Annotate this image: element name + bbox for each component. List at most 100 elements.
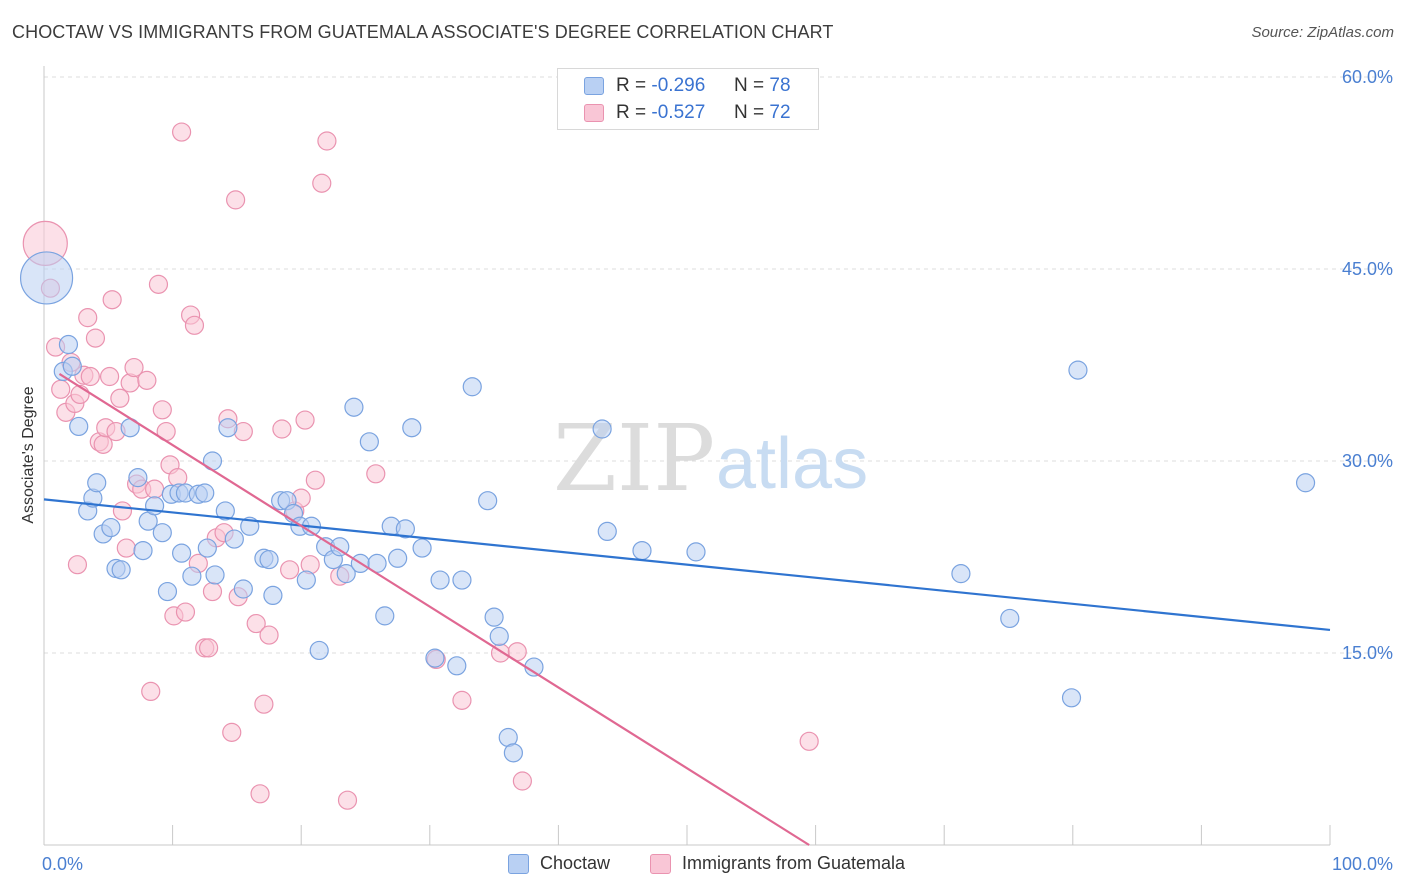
point-guatemala bbox=[512, 771, 532, 791]
point-choctaw bbox=[172, 543, 192, 563]
point-choctaw bbox=[1000, 608, 1020, 629]
bottom-label-choctaw: Choctaw bbox=[540, 853, 611, 873]
point-choctaw bbox=[484, 607, 504, 627]
point-guatemala bbox=[116, 538, 136, 558]
point-choctaw bbox=[218, 418, 238, 438]
point-guatemala bbox=[272, 419, 292, 439]
point-choctaw bbox=[195, 483, 215, 503]
point-choctaw bbox=[503, 743, 523, 763]
x-tick-label: 100.0% bbox=[1332, 854, 1393, 874]
point-choctaw bbox=[233, 579, 253, 599]
point-choctaw bbox=[19, 251, 74, 305]
legend-swatch-guatemala bbox=[584, 104, 604, 122]
legend-n-value: 78 bbox=[769, 75, 791, 96]
source-note: Source: ZipAtlas.com bbox=[1251, 24, 1394, 41]
legend-r-value: -0.527 bbox=[651, 102, 706, 123]
point-guatemala bbox=[254, 694, 274, 714]
point-choctaw bbox=[296, 570, 316, 590]
point-guatemala bbox=[337, 790, 358, 810]
point-choctaw bbox=[69, 416, 89, 437]
point-guatemala bbox=[102, 290, 122, 310]
point-guatemala bbox=[137, 370, 157, 390]
legend-n-value: 72 bbox=[769, 102, 791, 123]
bottom-label-guatemala: Immigrants from Guatemala bbox=[682, 853, 906, 873]
point-guatemala bbox=[184, 315, 205, 335]
point-guatemala bbox=[78, 308, 98, 328]
point-choctaw bbox=[1068, 360, 1088, 380]
legend-n-label: N = bbox=[734, 75, 765, 96]
point-guatemala bbox=[250, 784, 270, 804]
point-choctaw bbox=[452, 570, 472, 590]
trendline-guatemala bbox=[58, 373, 810, 846]
point-choctaw bbox=[157, 581, 178, 602]
point-guatemala bbox=[226, 190, 246, 210]
point-choctaw bbox=[330, 537, 350, 557]
point-choctaw bbox=[951, 564, 971, 584]
point-guatemala bbox=[202, 581, 223, 602]
point-guatemala bbox=[110, 388, 130, 408]
point-choctaw bbox=[462, 377, 482, 397]
legend-r-label: R = bbox=[616, 102, 647, 123]
point-guatemala bbox=[172, 122, 192, 142]
legend-swatch-choctaw bbox=[584, 77, 604, 95]
point-guatemala bbox=[148, 274, 169, 294]
legend-r-value: -0.296 bbox=[651, 75, 706, 96]
point-choctaw bbox=[197, 538, 217, 558]
point-guatemala bbox=[199, 638, 219, 658]
point-choctaw bbox=[205, 565, 225, 585]
point-choctaw bbox=[686, 542, 706, 562]
point-guatemala bbox=[85, 328, 106, 348]
y-tick-label: 60.0% bbox=[1342, 67, 1393, 87]
point-choctaw bbox=[101, 517, 121, 538]
tick-labels: 15.0% 30.0% 45.0% 60.0% 0.0% 100.0% bbox=[42, 67, 1393, 874]
point-choctaw bbox=[359, 432, 379, 452]
watermark: ZIP atlas bbox=[553, 405, 868, 512]
point-choctaw bbox=[489, 626, 509, 646]
point-guatemala bbox=[246, 613, 266, 634]
point-choctaw bbox=[62, 356, 82, 376]
point-choctaw bbox=[263, 585, 283, 606]
point-choctaw bbox=[133, 540, 153, 561]
watermark-zip: ZIP bbox=[553, 405, 715, 512]
stats-legend: R = -0.296 N = 78 R = -0.527 N = 72 bbox=[557, 68, 819, 130]
point-guatemala bbox=[222, 722, 242, 742]
trend-lines bbox=[43, 373, 1331, 846]
point-guatemala bbox=[141, 681, 161, 702]
y-tick-label: 15.0% bbox=[1342, 643, 1393, 663]
point-choctaw bbox=[336, 564, 356, 584]
bottom-swatch-guatemala bbox=[650, 854, 671, 874]
point-choctaw bbox=[1061, 688, 1082, 708]
point-choctaw bbox=[259, 549, 279, 570]
point-choctaw bbox=[412, 538, 432, 558]
point-choctaw bbox=[375, 606, 395, 626]
point-choctaw bbox=[597, 521, 617, 542]
point-choctaw bbox=[182, 566, 202, 586]
point-guatemala bbox=[144, 479, 165, 499]
point-choctaw bbox=[224, 529, 244, 549]
gridlines bbox=[44, 76, 1394, 654]
bottom-swatch-choctaw bbox=[508, 854, 529, 874]
point-choctaw bbox=[430, 570, 450, 590]
point-guatemala bbox=[80, 366, 100, 387]
point-guatemala bbox=[452, 690, 472, 710]
point-choctaw bbox=[402, 418, 422, 438]
point-guatemala bbox=[99, 366, 120, 387]
point-choctaw bbox=[215, 501, 235, 521]
y-tick-label: 30.0% bbox=[1342, 451, 1393, 471]
point-choctaw bbox=[1295, 473, 1316, 493]
chart-title: CHOCTAW VS IMMIGRANTS FROM GUATEMALA ASS… bbox=[12, 22, 834, 42]
point-guatemala bbox=[295, 410, 315, 430]
point-guatemala bbox=[305, 470, 325, 490]
x-tick-label: 0.0% bbox=[42, 854, 83, 874]
point-guatemala bbox=[124, 357, 144, 378]
legend-r-label: R = bbox=[616, 75, 647, 96]
watermark-atlas: atlas bbox=[716, 424, 868, 504]
series-guatemala-points bbox=[22, 122, 819, 810]
point-guatemala bbox=[317, 131, 337, 151]
point-choctaw bbox=[87, 473, 107, 493]
point-choctaw bbox=[111, 560, 131, 580]
trendline-choctaw bbox=[43, 498, 1331, 632]
point-choctaw bbox=[58, 334, 79, 355]
legend-n-label: N = bbox=[734, 102, 765, 123]
